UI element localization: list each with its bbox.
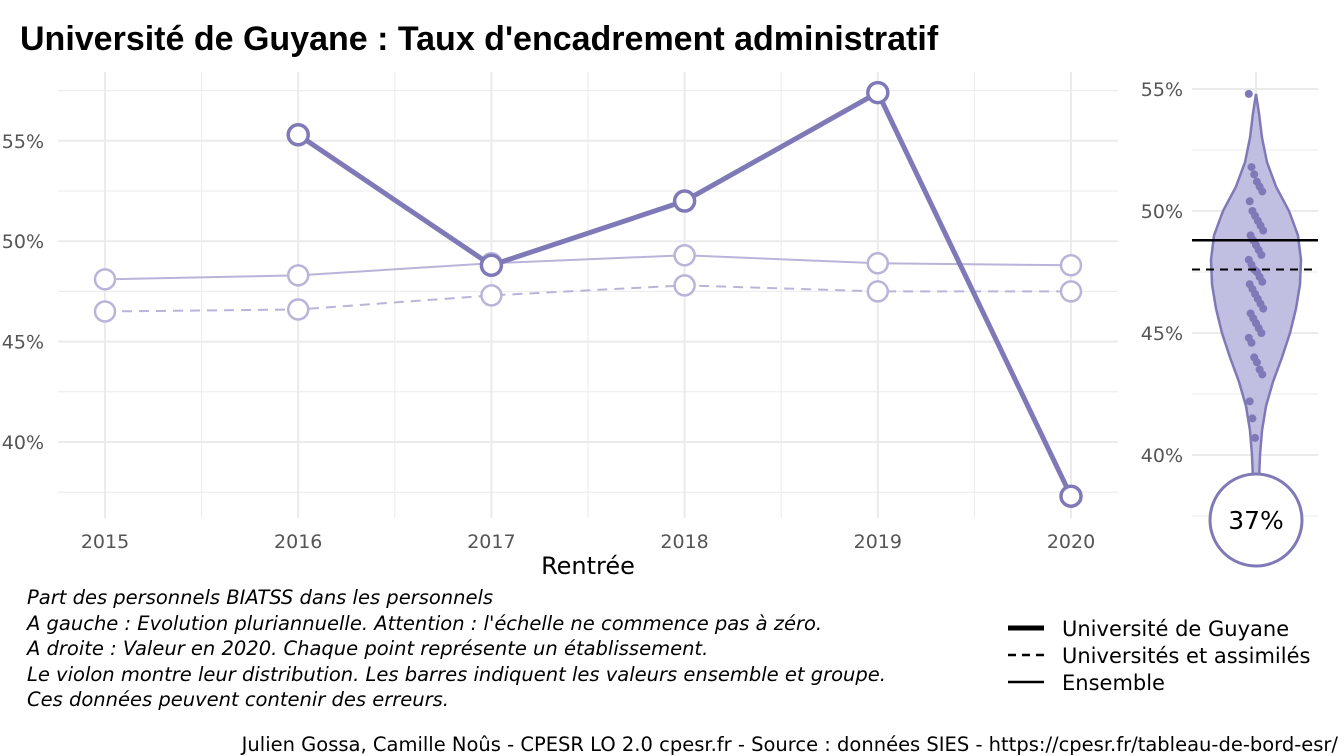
violin-y-tick-label: 45% xyxy=(1141,323,1183,345)
series-point xyxy=(866,280,890,303)
violin-point xyxy=(1259,226,1268,235)
caption: Julien Gossa, Camille Noûs - CPESR LO 2.… xyxy=(240,733,1339,756)
legend: Université de Guyane Universités et assi… xyxy=(1008,617,1310,695)
legend-item: Ensemble xyxy=(1062,671,1165,695)
note-line: A droite : Valeur en 2020. Chaque point … xyxy=(25,637,708,660)
series-line xyxy=(104,284,1071,313)
y-tick-label: 45% xyxy=(2,332,44,354)
main-y-ticks: 55% 50% 45% 40% xyxy=(2,131,44,454)
violin-point xyxy=(1251,433,1260,442)
value-badge-label: 37% xyxy=(1228,506,1284,535)
series-point xyxy=(93,300,117,323)
series-point xyxy=(866,80,890,105)
series-point xyxy=(1059,254,1083,277)
violin-point xyxy=(1258,370,1267,379)
main-panel-grid xyxy=(58,72,1118,518)
x-tick-label: 2015 xyxy=(81,531,129,553)
note-line: Le violon montre leur distribution. Les … xyxy=(27,663,886,686)
violin-shape xyxy=(1209,93,1303,514)
violin-point xyxy=(1257,329,1266,337)
series-point xyxy=(866,252,890,275)
series-line xyxy=(104,254,1072,281)
series-point xyxy=(93,268,117,291)
series-point xyxy=(673,244,696,267)
series-point xyxy=(286,264,310,287)
violin-outline xyxy=(1209,93,1303,514)
violin-point xyxy=(1247,163,1256,172)
violin-point xyxy=(1244,89,1253,98)
y-tick-label: 40% xyxy=(2,432,44,454)
legend-item: Universités et assimilés xyxy=(1062,644,1310,668)
series-point xyxy=(1059,484,1083,508)
series-point xyxy=(286,298,310,321)
series-point xyxy=(286,123,310,147)
violin-point xyxy=(1245,197,1254,206)
x-tick-label: 2018 xyxy=(660,531,708,553)
violin-point xyxy=(1248,414,1257,423)
y-tick-label: 55% xyxy=(2,131,44,153)
value-badge xyxy=(1208,472,1304,568)
chart-title: Université de Guyane : Taux d'encadremen… xyxy=(20,20,939,58)
violin-y-tick-label: 40% xyxy=(1141,445,1183,467)
violin-point xyxy=(1258,187,1267,196)
note-line: Part des personnels BIATSS dans les pers… xyxy=(27,586,493,609)
x-tick-label: 2016 xyxy=(274,531,322,553)
series-point xyxy=(480,284,503,307)
x-axis-label: Rentrée xyxy=(541,552,635,580)
notes: Part des personnels BIATSS dans les pers… xyxy=(25,586,886,711)
main-series xyxy=(93,80,1083,508)
series-point xyxy=(673,274,696,297)
note-line: A gauche : Evolution pluriannuelle. Atte… xyxy=(25,612,822,635)
main-x-ticks: 2015 2016 2017 2018 2019 2020 xyxy=(81,531,1095,553)
violin-point xyxy=(1245,397,1254,406)
note-line: Ces données peuvent contenir des erreurs… xyxy=(27,688,449,711)
x-tick-label: 2017 xyxy=(467,531,515,553)
x-tick-label: 2020 xyxy=(1047,531,1095,553)
violin-point xyxy=(1252,358,1261,367)
series-point xyxy=(479,253,504,278)
legend-item: Université de Guyane xyxy=(1062,617,1289,641)
violin-point xyxy=(1259,304,1268,313)
y-tick-label: 50% xyxy=(2,231,44,253)
series-point xyxy=(672,189,697,213)
violin-y-ticks: 55% 50% 45% 40% xyxy=(1141,79,1183,467)
violin-point xyxy=(1257,250,1266,259)
violin-reference-lines xyxy=(1192,239,1318,271)
series-point xyxy=(1059,280,1083,303)
violin-point xyxy=(1247,338,1256,347)
violin-y-tick-label: 50% xyxy=(1141,201,1183,223)
violin-point xyxy=(1250,170,1259,179)
violin-point xyxy=(1258,277,1267,286)
violin-points xyxy=(1244,89,1268,442)
violin-y-tick-label: 55% xyxy=(1141,79,1183,101)
x-tick-label: 2019 xyxy=(854,531,902,553)
